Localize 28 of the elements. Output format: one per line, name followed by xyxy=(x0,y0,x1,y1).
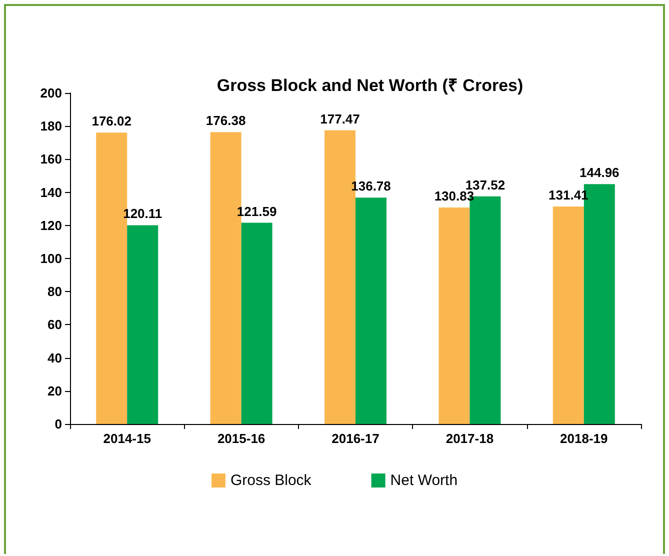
legend-label: Net Worth xyxy=(390,472,458,489)
data-label: 177.47 xyxy=(320,111,360,126)
legend-label: Gross Block xyxy=(230,472,312,489)
y-tick-label: 100 xyxy=(40,251,62,266)
y-tick-label: 160 xyxy=(40,152,62,167)
data-label: 144.96 xyxy=(580,165,620,180)
bar xyxy=(552,206,584,424)
x-tick-label: 2017-18 xyxy=(446,431,494,446)
y-tick-label: 140 xyxy=(40,184,62,200)
x-tick-label: 2018-19 xyxy=(560,431,608,446)
bar xyxy=(356,198,386,424)
y-tick-label: 80 xyxy=(48,284,62,300)
y-tick-label: 20 xyxy=(48,383,62,398)
x-tick-label: 2016-17 xyxy=(332,431,380,446)
y-tick-label: 60 xyxy=(48,317,62,332)
y-tick-label: 200 xyxy=(40,86,62,100)
chart-title: Gross Block and Net Worth (₹ Crores) xyxy=(216,76,524,95)
y-tick-label: 180 xyxy=(40,118,62,134)
bar xyxy=(241,222,272,424)
bar xyxy=(127,225,158,424)
y-tick-label: 0 xyxy=(54,416,62,432)
data-label: 176.02 xyxy=(92,114,132,129)
y-tick-label: 120 xyxy=(40,218,62,233)
x-tick-label: 2014-15 xyxy=(103,431,151,446)
x-tick-label: 2015-16 xyxy=(217,431,266,446)
data-label: 176.38 xyxy=(206,113,246,128)
y-tick-label: 40 xyxy=(48,350,62,366)
bar xyxy=(438,207,470,424)
